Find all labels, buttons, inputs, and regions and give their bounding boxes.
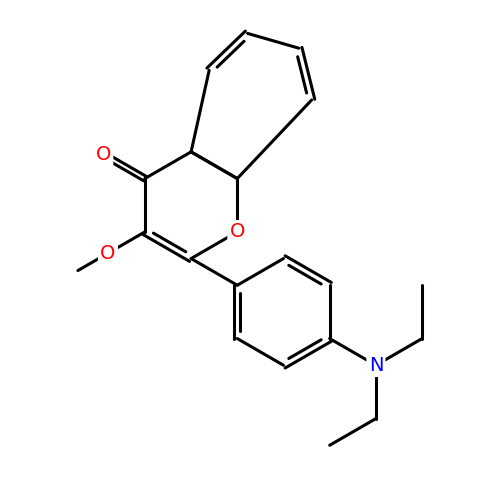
Text: O: O [230,222,245,242]
Text: N: N [368,356,383,374]
Text: O: O [100,244,116,262]
Text: O: O [96,145,111,164]
